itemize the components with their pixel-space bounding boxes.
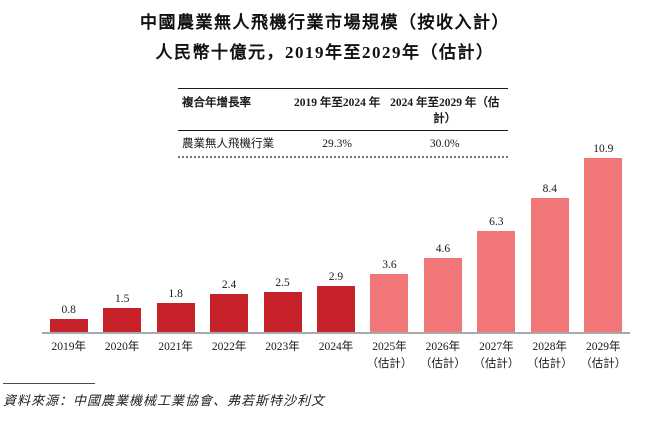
bar-value-label: 6.3 bbox=[489, 216, 504, 228]
cagr-row-label: 農業無人飛機行業 bbox=[182, 138, 274, 150]
bar-value-label: 0.8 bbox=[61, 304, 76, 316]
bar-value-label: 3.6 bbox=[382, 259, 397, 271]
bar-value-label: 1.5 bbox=[114, 293, 130, 305]
bar-chart: 0.8 1.5 1.8 2.4 2.5 2.9 3.6 4.6 6.3 8.4 10.9 2019年… bbox=[42, 138, 630, 372]
cagr-table-header-row: 複合年增長率 2019 年至2024 年 2024 年至2029 年（估計） bbox=[178, 88, 508, 131]
bar-column: 6.3 bbox=[470, 216, 523, 332]
cagr-table: 複合年增長率 2019 年至2024 年 2024 年至2029 年（估計） 農… bbox=[178, 88, 508, 158]
cagr-value-period1: 29.3% bbox=[322, 138, 352, 150]
bar bbox=[49, 319, 88, 332]
bar bbox=[316, 286, 355, 332]
x-axis-label: 2023年 bbox=[265, 341, 300, 353]
x-axis-label: 2028年 （估計） bbox=[526, 341, 573, 370]
bar bbox=[210, 294, 249, 332]
bar-value-label: 4.6 bbox=[435, 243, 451, 255]
x-axis-label: 2022年 bbox=[211, 341, 247, 353]
bar bbox=[423, 258, 462, 332]
cagr-header-period2: 2024 年至2029 年（估計） bbox=[390, 97, 500, 125]
bar-column: 0.8 bbox=[42, 304, 95, 332]
bar-column: 8.4 bbox=[523, 183, 576, 332]
bar bbox=[263, 292, 302, 332]
bar bbox=[584, 158, 623, 332]
bar-value-label: 8.4 bbox=[542, 183, 557, 195]
bar-value-label: 1.8 bbox=[168, 288, 183, 300]
x-axis-label: 2021年 bbox=[158, 341, 193, 353]
bar bbox=[530, 198, 569, 332]
cagr-header-label: 複合年增長率 bbox=[182, 97, 251, 109]
bar-columns: 0.8 1.5 1.8 2.4 2.5 2.9 3.6 4.6 6.3 8.4 10.9 bbox=[42, 138, 630, 332]
cagr-value-period2: 30.0% bbox=[429, 138, 460, 150]
x-axis-label: 2019年 bbox=[51, 341, 86, 353]
x-axis-label: 2026年 （估計） bbox=[419, 341, 466, 370]
bar bbox=[103, 308, 142, 332]
bar bbox=[370, 274, 409, 332]
bar-value-label: 10.9 bbox=[593, 143, 614, 155]
bar-column: 3.6 bbox=[363, 259, 416, 332]
bar bbox=[477, 231, 516, 332]
x-axis-label: 2027年 （估計） bbox=[473, 341, 520, 370]
bar bbox=[156, 303, 195, 332]
x-axis-label: 2029年 （估計） bbox=[580, 341, 627, 370]
bar-column: 10.9 bbox=[577, 143, 630, 332]
x-axis-label: 2025年 （估計） bbox=[366, 341, 413, 370]
source-divider bbox=[3, 383, 95, 384]
bar-value-label: 2.5 bbox=[275, 277, 290, 289]
bar-column: 2.5 bbox=[256, 277, 309, 332]
bar-column: 1.8 bbox=[149, 288, 202, 332]
bar-column: 2.9 bbox=[309, 271, 362, 332]
bar-column: 2.4 bbox=[202, 279, 255, 332]
page-title-line1: 中國農業無人飛機行業市場規模（按收入計） bbox=[140, 13, 510, 32]
x-axis-labels: 2019年 2020年 2021年 2022年 2023年 2024年 2025年 （估計） 2… bbox=[42, 339, 630, 372]
bar-column: 4.6 bbox=[416, 243, 469, 332]
bar-value-label: 2.4 bbox=[221, 279, 237, 291]
cagr-table-data-row: 農業無人飛機行業 29.3% 30.0% bbox=[178, 131, 508, 158]
bar-value-label: 2.9 bbox=[328, 271, 344, 283]
cagr-header-period1: 2019 年至2024 年 bbox=[293, 97, 381, 109]
page-title-line2: 人民幣十億元，2019年至2029年（估計） bbox=[155, 43, 495, 62]
x-axis-label: 2020年 bbox=[104, 341, 140, 353]
source-note: 資料來源：中國農業機械工業協會、弗若斯特沙利文 bbox=[3, 393, 326, 408]
x-axis-label: 2024年 bbox=[318, 341, 354, 353]
chart-title-block: 中國農業無人飛機行業市場規模（按收入計） 人民幣十億元，2019年至2029年（… bbox=[0, 14, 650, 74]
bar-column: 1.5 bbox=[95, 293, 148, 332]
x-axis-baseline bbox=[42, 332, 630, 334]
